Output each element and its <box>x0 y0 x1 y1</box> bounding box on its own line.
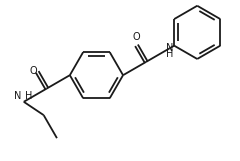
Text: O: O <box>133 32 140 42</box>
Text: O: O <box>30 66 37 76</box>
Text: H: H <box>25 91 32 101</box>
Text: N: N <box>166 43 174 53</box>
Text: N: N <box>14 91 22 101</box>
Text: H: H <box>166 49 174 59</box>
